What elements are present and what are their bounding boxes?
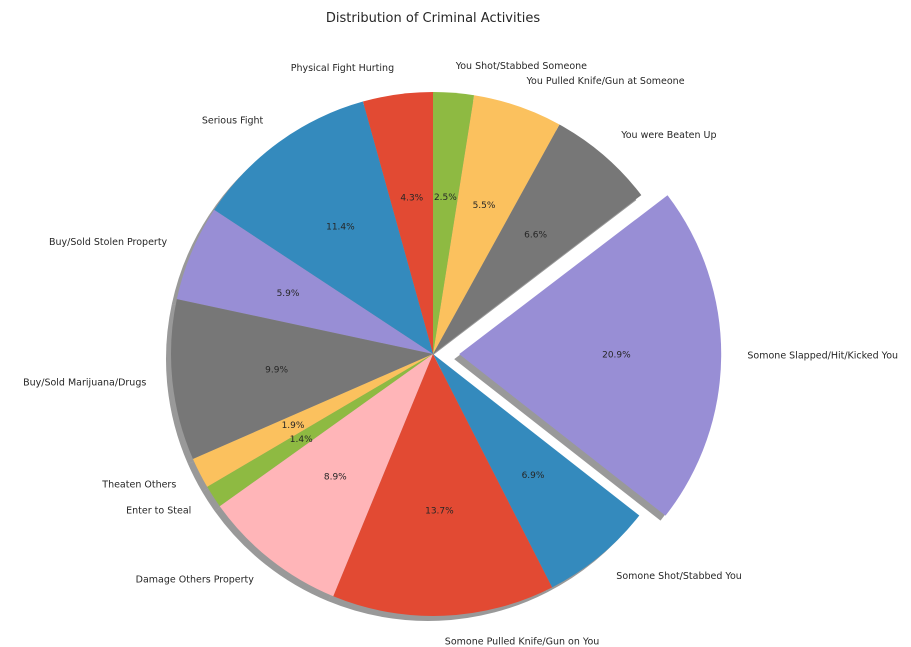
slice-pct-somone-slapped-hit-kicked-you: 20.9% — [602, 351, 631, 361]
slice-label-enter-to-steal: Enter to Steal — [126, 506, 191, 517]
slice-buy-sold-stolen-property — [176, 209, 433, 354]
slice-pct-physical-fight-hurting: 4.3% — [400, 194, 423, 204]
slice-percent-labels: 4.3% 11.4% 5.9% 9.9% 1.9% 1.4% 8.9% 13.7% 6.9% 20… — [265, 193, 631, 517]
slice-pct-you-pulled-knife-gun-at-someone: 5.5% — [473, 201, 496, 211]
slice-label-you-were-beaten-up: You were Beaten Up — [620, 130, 716, 141]
slice-buy-sold-marijuana-drugs — [171, 299, 433, 460]
slice-somone-slapped-hit-kicked-you — [459, 195, 722, 516]
slice-label-buy-sold-marijuana-drugs: Buy/Sold Marijuana/Drugs — [23, 378, 146, 389]
slice-label-you-pulled-knife-gun-at-someone: You Pulled Knife/Gun at Someone — [526, 76, 685, 87]
slice-label-buy-sold-stolen-property: Buy/Sold Stolen Property — [49, 237, 168, 248]
slice-labels: Physical Fight Hurting Serious Fight Buy/S… — [23, 61, 898, 647]
slice-pct-buy-sold-marijuana-drugs: 9.9% — [265, 365, 288, 375]
slice-label-you-shot-stabbed-someone: You Shot/Stabbed Someone — [455, 61, 587, 72]
slice-pct-theaten-others: 1.9% — [282, 421, 305, 431]
slice-you-were-beaten-up — [433, 124, 642, 354]
slice-pct-you-shot-stabbed-someone: 2.5% — [434, 193, 457, 203]
slice-label-somone-slapped-hit-kicked-you: Somone Slapped/Hit/Kicked You — [747, 351, 898, 362]
slice-label-somone-pulled-knife-gun-on-you: Somone Pulled Knife/Gun on You — [445, 637, 599, 647]
slice-pct-you-were-beaten-up: 6.6% — [524, 230, 547, 240]
slice-pct-serious-fight: 11.4% — [326, 222, 355, 232]
slice-label-damage-others-property: Damage Others Property — [136, 574, 255, 585]
slice-label-theaten-others: Theaten Others — [101, 480, 176, 491]
slice-you-pulled-knife-gun-at-someone — [433, 95, 560, 355]
slice-theaten-others — [192, 354, 433, 487]
slice-pct-damage-others-property: 8.9% — [324, 473, 347, 483]
slice-serious-fight — [214, 101, 433, 354]
slice-enter-to-steal — [207, 354, 433, 507]
slice-somone-pulled-knife-gun-on-you — [333, 354, 553, 616]
chart-title: Distribution of Criminal Activities — [326, 11, 540, 26]
slice-pct-somone-pulled-knife-gun-on-you: 13.7% — [425, 507, 454, 517]
pie-slices — [171, 92, 722, 616]
slice-physical-fight-hurting — [362, 92, 433, 354]
slice-label-serious-fight: Serious Fight — [202, 116, 264, 127]
slice-label-physical-fight-hurting: Physical Fight Hurting — [291, 63, 394, 74]
slice-pct-enter-to-steal: 1.4% — [290, 435, 313, 445]
slice-pct-somone-shot-stabbed-you: 6.9% — [522, 471, 545, 481]
slice-you-shot-stabbed-someone — [433, 92, 475, 354]
slice-somone-shot-stabbed-you — [433, 354, 640, 588]
slice-damage-others-property — [219, 354, 433, 597]
slice-label-somone-shot-stabbed-you: Somone Shot/Stabbed You — [616, 571, 742, 582]
slice-pct-buy-sold-stolen-property: 5.9% — [277, 289, 300, 299]
